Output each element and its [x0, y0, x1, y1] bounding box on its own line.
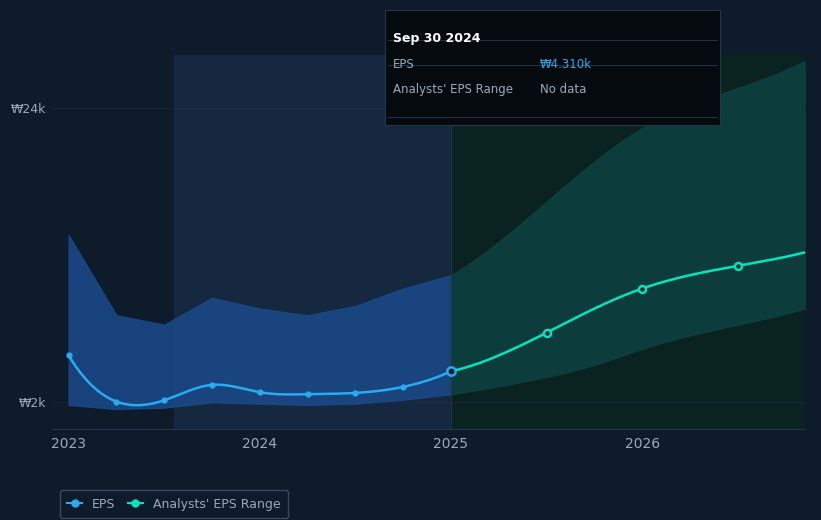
Text: Analysts Forecasts: Analysts Forecasts	[466, 68, 576, 81]
Text: Analysts' EPS Range: Analysts' EPS Range	[393, 83, 513, 96]
Legend: EPS, Analysts' EPS Range: EPS, Analysts' EPS Range	[60, 490, 288, 518]
Text: Actual: Actual	[406, 68, 443, 81]
Text: Sep 30 2024: Sep 30 2024	[393, 32, 480, 45]
Text: EPS: EPS	[393, 58, 415, 71]
Bar	[174, 55, 451, 429]
Bar	[451, 55, 805, 429]
Text: ₩4.310k: ₩4.310k	[540, 58, 592, 71]
Text: No data: No data	[540, 83, 586, 96]
